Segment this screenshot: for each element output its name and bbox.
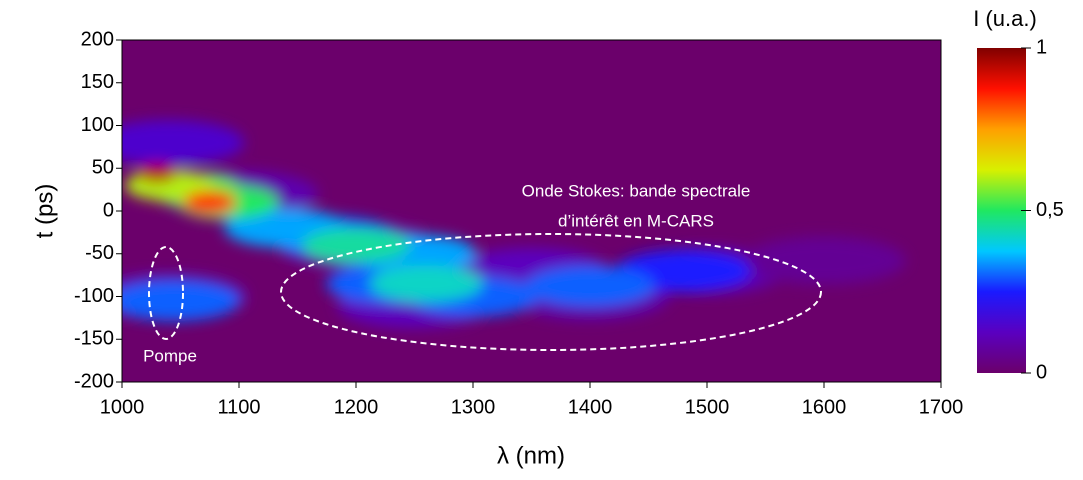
y-tick-label: -200 — [74, 370, 114, 392]
x-tick-label: 1300 — [451, 396, 496, 418]
colorbar-tick-label: 0 — [1036, 361, 1047, 383]
annotation-ellipse — [148, 246, 184, 340]
heat-spot — [369, 265, 483, 302]
x-tick-label: 1000 — [100, 396, 145, 418]
x-tick-label: 1100 — [217, 396, 260, 418]
annotation: Pompe — [143, 346, 197, 365]
y-tick-label: 50 — [92, 157, 114, 179]
colorbar — [977, 48, 1026, 373]
colorbar-label: I (u.a.) — [973, 6, 1037, 31]
y-tick-label: 100 — [81, 114, 114, 136]
y-tick-label: -100 — [74, 285, 114, 307]
heat-spot — [525, 266, 655, 307]
heat-spot — [301, 227, 411, 263]
y-tick-label: -150 — [74, 328, 114, 350]
heatmap — [122, 120, 906, 329]
y-axis-label: t (ps) — [31, 184, 58, 239]
x-tick-label: 1200 — [334, 396, 379, 418]
y-tick-label: 150 — [81, 71, 114, 93]
heat-spot — [122, 280, 240, 321]
heat-spot — [742, 236, 906, 285]
x-tick-label: 1700 — [919, 396, 964, 418]
heat-spot — [122, 120, 245, 166]
x-axis-label: λ (nm) — [497, 442, 565, 469]
annotation-ellipse — [280, 233, 822, 351]
heat-spot — [137, 162, 177, 183]
colorbar-tick-label: 0,5 — [1036, 199, 1064, 221]
x-tick-label: 1600 — [802, 396, 847, 418]
x-tick-label: 1500 — [685, 396, 730, 418]
annotation: d’intérêt en M-CARS — [558, 211, 714, 230]
x-tick-label: 1400 — [568, 396, 613, 418]
colorbar-tick-label: 1 — [1036, 36, 1047, 58]
heat-spot — [183, 191, 237, 214]
y-tick-label: 0 — [103, 199, 114, 221]
heatmap-blur — [122, 120, 906, 329]
annotation: Onde Stokes: bande spectrale — [522, 181, 751, 200]
y-tick-label: -50 — [85, 242, 114, 264]
y-tick-label: 200 — [81, 28, 114, 50]
